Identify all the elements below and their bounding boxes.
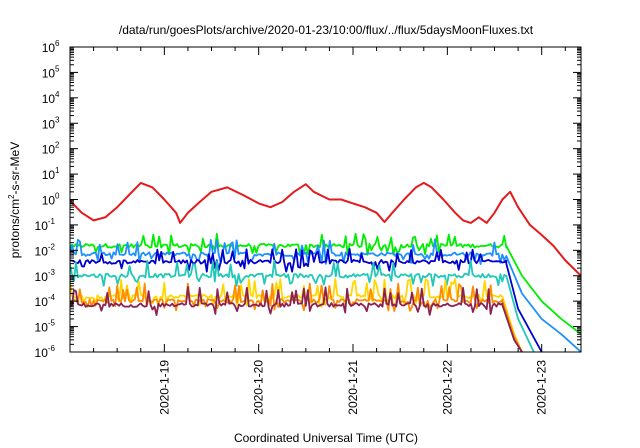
y-tick-label: 100: [42, 192, 60, 208]
series-line: [70, 286, 523, 352]
y-tick-label: 10-6: [35, 344, 56, 360]
y-tick-base: 10: [42, 66, 56, 80]
y-tick-base: 10: [35, 295, 49, 309]
y-tick-exp: -2: [48, 242, 56, 251]
y-tick-exp: -4: [48, 293, 56, 302]
x-tick-label: 2020-1-20: [252, 360, 266, 415]
y-tick-label: 10-5: [35, 319, 56, 335]
y-tick-label: 105: [42, 64, 60, 80]
y-tick-base: 10: [42, 143, 56, 157]
y-axis-label: protons/cm2-s-sr-MeV: [7, 142, 22, 258]
y-tick-label: 10-2: [35, 242, 56, 258]
y-tick-base: 10: [35, 270, 49, 284]
y-tick-label: 10-4: [35, 293, 56, 309]
y-tick-base: 10: [35, 244, 49, 258]
y-tick-base: 10: [42, 92, 56, 106]
y-tick-label: 102: [42, 141, 60, 157]
tick-layer: 10-610-510-410-310-210-11001011021031041…: [35, 39, 581, 415]
y-axis-label-rest: -s-sr-MeV: [8, 142, 22, 195]
x-tick-label: 2020-1-23: [535, 360, 549, 415]
y-tick-label: 106: [42, 39, 60, 55]
y-tick-base: 10: [42, 117, 56, 131]
y-tick-label: 10-3: [35, 268, 56, 284]
y-tick-exp: 2: [55, 141, 60, 150]
x-tick-label: 2020-1-21: [346, 360, 360, 415]
y-tick-label: 10-1: [35, 217, 56, 233]
y-tick-base: 10: [35, 321, 49, 335]
y-axis-label-sup: 2: [7, 194, 16, 199]
y-tick-exp: 0: [55, 192, 60, 201]
y-tick-exp: 3: [55, 115, 60, 124]
chart-title: /data/run/goesPlots/archive/2020-01-23/1…: [119, 23, 534, 37]
y-tick-exp: -3: [48, 268, 56, 277]
y-tick-exp: -1: [48, 217, 56, 226]
y-tick-base: 10: [42, 41, 56, 55]
y-tick-label: 103: [42, 115, 60, 131]
y-tick-exp: 6: [55, 39, 60, 48]
y-axis-label-base: protons/cm: [8, 199, 22, 258]
y-tick-label: 104: [42, 90, 60, 106]
series-line: [70, 247, 543, 352]
y-tick-base: 10: [42, 194, 56, 208]
series-line: [70, 232, 581, 335]
y-tick-base: 10: [35, 219, 49, 233]
y-tick-exp: -5: [48, 319, 56, 328]
series-line: [70, 181, 581, 277]
y-tick-exp: 4: [55, 90, 60, 99]
y-tick-exp: 5: [55, 64, 60, 73]
y-tick-base: 10: [42, 168, 56, 182]
y-tick-label: 101: [42, 166, 60, 182]
x-tick-label: 2020-1-19: [157, 360, 171, 415]
x-tick-label: 2020-1-22: [440, 360, 454, 415]
series-line: [70, 259, 535, 352]
y-tick-exp: -6: [48, 344, 56, 353]
series-layer: [70, 181, 581, 352]
y-tick-exp: 1: [55, 166, 60, 175]
y-tick-base: 10: [35, 346, 49, 360]
series-line: [70, 282, 523, 352]
x-axis-label: Coordinated Universal Time (UTC): [234, 431, 418, 445]
